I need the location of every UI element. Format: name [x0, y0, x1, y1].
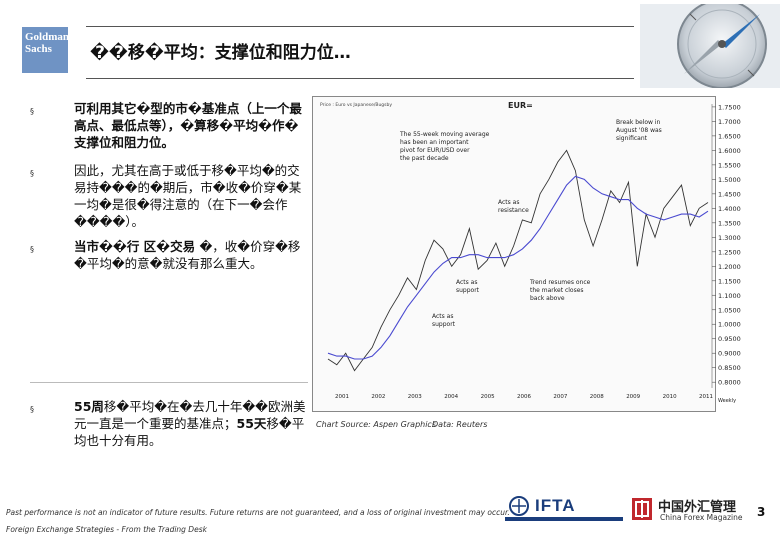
- x-tick-label: 2008: [590, 394, 604, 400]
- bullet-text: 55周移�平均�在�去几十年��欧洲美元一直是一个重要的基准点；55天移�平均也…: [74, 398, 310, 449]
- x-axis-label: Weekly: [718, 398, 736, 404]
- chart-annotation: Acts as: [456, 279, 478, 286]
- logo-line-2: Sachs: [25, 43, 52, 55]
- x-tick-label: 2007: [553, 394, 567, 400]
- chart-annotation: back above: [530, 295, 565, 302]
- footer-title: Foreign Exchange Strategies - From the T…: [6, 525, 207, 534]
- x-tick-label: 2005: [481, 394, 495, 400]
- x-tick-label: 2006: [517, 394, 531, 400]
- slide-title: ��移�平均：支撑位和阻力位…: [90, 43, 351, 63]
- price-series-line: [327, 149, 709, 372]
- y-tick-label: 1.5000: [718, 176, 741, 184]
- y-tick-label: 0.9000: [718, 350, 741, 358]
- disclaimer-footnote: Past performance is not an indicator of …: [6, 508, 510, 517]
- x-tick-label: 2002: [371, 394, 385, 400]
- moving-average-line: [327, 175, 709, 360]
- y-tick-label: 1.6500: [718, 132, 741, 140]
- bullet-lead: 当市��行 区�交易: [74, 239, 200, 254]
- y-tick-label: 1.5500: [718, 161, 741, 169]
- x-tick-label: 2004: [444, 394, 458, 400]
- chart-title: EUR=: [508, 101, 533, 110]
- bullet-text: 可利用其它�型的市�基准点（上一个最高点、最低点等），�算移�平均�作�支撑位和…: [74, 101, 302, 150]
- bullet-mid: 移�平均�在�去几十年��欧洲美元一直是一个重要的基准点；: [74, 399, 306, 431]
- y-tick-label: 1.3500: [718, 219, 741, 227]
- y-tick-label: 1.4000: [718, 205, 741, 213]
- logo-line-1: Goldman: [25, 31, 70, 43]
- chart-annotation: has been an important: [400, 139, 469, 146]
- chart-annotation: August '08 was: [616, 127, 662, 134]
- y-tick-label: 1.1000: [718, 292, 741, 300]
- y-tick-label: 0.8000: [718, 379, 741, 387]
- y-tick-label: 0.8500: [718, 364, 741, 372]
- chart-annotation: Trend resumes once: [529, 279, 591, 286]
- title-rule-bottom: [86, 78, 634, 79]
- x-tick-label: 2003: [408, 394, 422, 400]
- y-tick-label: 1.2000: [718, 263, 741, 271]
- y-tick-label: 1.7500: [718, 103, 741, 111]
- title-rule-top: [86, 26, 634, 27]
- chart-annotation: support: [432, 321, 456, 328]
- chart-source-caption: Chart Source: Aspen Graphics: [316, 420, 436, 429]
- y-tick-label: 1.6000: [718, 147, 741, 155]
- y-tick-label: 1.1500: [718, 277, 741, 285]
- chart-annotation: the past decade: [400, 155, 449, 162]
- chart-annotation: The 55-week moving average: [399, 131, 490, 138]
- ifta-name: IFTA: [535, 496, 576, 515]
- x-tick-label: 2011: [699, 394, 713, 400]
- chart-data-caption: Data: Reuters: [432, 420, 488, 429]
- page-number: 3: [757, 505, 766, 519]
- x-tick-label: 2010: [663, 394, 677, 400]
- y-tick-label: 1.0500: [718, 306, 741, 314]
- chart-annotation: the market closes: [530, 287, 584, 294]
- bullet-mark: §: [30, 245, 34, 254]
- china-forex-logo: 中国外汇管理 China Forex Magazine: [630, 496, 750, 524]
- bullet-lead-2: 55天: [236, 416, 267, 431]
- cfm-english-name: China Forex Magazine: [660, 513, 743, 522]
- section-divider: [30, 382, 308, 383]
- chart-annotation: Acts as: [432, 313, 454, 320]
- y-tick-label: 1.2500: [718, 248, 741, 256]
- y-tick-label: 1.4500: [718, 190, 741, 198]
- chart-annotation: Break below in: [616, 119, 661, 126]
- bullet-rest: �，收�价穿�移�平均�的意�就没有那么重大。: [74, 239, 301, 271]
- compass-image: [640, 4, 780, 88]
- bullet-lead: 55周: [74, 399, 104, 414]
- bullet-rest: 移�平均也十分有用。: [74, 416, 305, 448]
- y-tick-label: 1.7000: [718, 118, 741, 126]
- x-tick-label: 2009: [626, 394, 640, 400]
- goldman-sachs-logo: Goldman Sachs: [22, 27, 70, 73]
- bullet-text: 当市��行 区�交易 �，收�价穿�移�平均�的意�就没有那么重大。: [74, 238, 310, 272]
- bullet-mark: §: [30, 405, 34, 414]
- y-tick-label: 1.0000: [718, 321, 741, 329]
- chart-annotation: support: [456, 287, 480, 294]
- y-tick-label: 1.3000: [718, 234, 741, 242]
- ifta-bar: [505, 517, 623, 521]
- chart-annotation: Acts as: [498, 199, 520, 206]
- chart-header-text: Price : Euro vs Japanese/Bugsby: [320, 102, 392, 108]
- bullet-text: 因此，尤其在高于或低于移�平均�的交易持���的�期后，市�收�价穿�某一均�是…: [74, 163, 302, 229]
- ifta-logo: IFTA: [505, 496, 623, 524]
- x-tick-label: 2001: [335, 394, 349, 400]
- chart-annotation: pivot for EUR/USD over: [400, 147, 470, 154]
- chart-annotation: significant: [616, 135, 648, 142]
- y-tick-label: 0.9500: [718, 335, 741, 343]
- bullet-mark: §: [30, 169, 34, 178]
- bullet-mark: §: [30, 107, 34, 116]
- chart-annotation: resistance: [498, 207, 529, 214]
- eur-usd-chart: Price : Euro vs Japanese/Bugsby EUR= 1.750…: [320, 101, 741, 404]
- cfm-chinese-name: 中国外汇管理: [658, 500, 737, 515]
